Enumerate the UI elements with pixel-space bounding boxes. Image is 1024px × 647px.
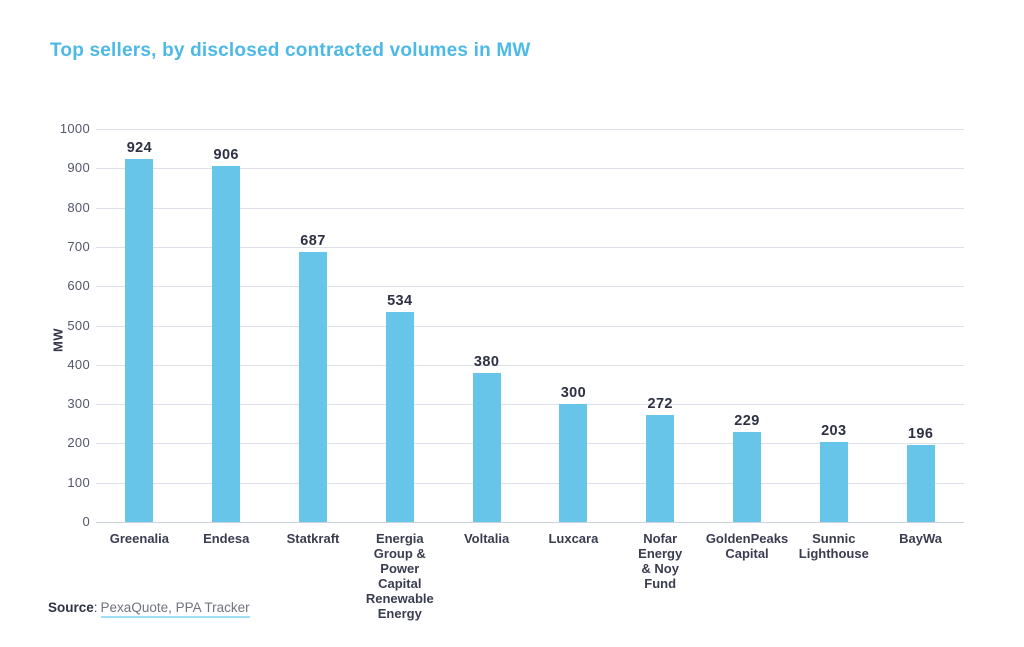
gridline-700 (96, 246, 964, 248)
y-tick-label-0: 0 (82, 514, 90, 529)
category-label: BayWa (899, 531, 943, 546)
x-axis-labels: Greenalia Endesa Statkraft Energia Group & … (96, 531, 964, 631)
category-label: Statkraft (286, 531, 340, 546)
bar (906, 444, 935, 522)
y-tick-label-700: 700 (67, 238, 90, 254)
category-label: Luxcara (548, 531, 599, 546)
bar (819, 442, 848, 522)
gridline-1000 (96, 129, 964, 130)
bar (299, 252, 327, 522)
y-tick-label-500: 500 (67, 317, 90, 333)
bar (646, 415, 675, 522)
bar-value-label: 300 (560, 385, 587, 402)
category-label: Sunnic Lighthouse (798, 531, 869, 561)
gridline-100 (96, 482, 964, 484)
gridline-900 (96, 168, 964, 170)
source-line: Source: PexaQuote, PPA Tracker (48, 600, 250, 618)
y-tick-label-600: 600 (67, 278, 90, 294)
category-label: GoldenPeaks Capital (705, 531, 789, 561)
y-tick-label-900: 900 (67, 160, 90, 176)
y-tick-label-1000: 1000 (59, 121, 90, 136)
category-label: Endesa (203, 531, 250, 546)
bar (212, 165, 241, 522)
y-tick-label-200: 200 (67, 435, 90, 451)
bar-value-label: 196 (907, 425, 934, 442)
bar (125, 158, 154, 522)
bar (559, 404, 588, 522)
y-tick-label-100: 100 (67, 474, 90, 490)
bar-value-label: 229 (734, 413, 760, 430)
category-label: Nofar Energy & Noy Fund (638, 531, 683, 591)
source-label: Source (48, 600, 94, 615)
y-tick-label-400: 400 (67, 356, 90, 372)
bar (733, 432, 761, 522)
bar-value-label: 924 (126, 139, 153, 156)
category-label: Energia Group & Power Capital Renewable … (365, 531, 434, 621)
bar-value-label: 906 (213, 146, 239, 163)
bar (472, 372, 501, 522)
y-tick-label-300: 300 (67, 396, 90, 412)
bar-value-label: 203 (821, 423, 847, 440)
bar-value-label: 380 (473, 353, 500, 370)
gridline-600 (96, 286, 964, 288)
y-axis-ticks: 0 100 200 300 400 500 600 700 800 900 1000 (0, 121, 90, 529)
bar-value-label: 272 (647, 396, 673, 413)
gridline-800 (96, 207, 964, 209)
source-separator: : (93, 600, 98, 615)
source-link[interactable]: PexaQuote, PPA Tracker (100, 600, 250, 618)
gridline-0 (96, 522, 964, 523)
gridline-400 (96, 364, 964, 366)
bar (385, 312, 414, 522)
category-label: Voltalia (463, 531, 510, 546)
bar-value-label: 687 (300, 233, 326, 250)
gridline-200 (96, 443, 964, 445)
category-label: Greenalia (109, 531, 170, 546)
chart-title: Top sellers, by disclosed contracted vol… (50, 40, 531, 61)
bar-value-label: 534 (387, 293, 413, 310)
gridline-500 (96, 325, 964, 327)
gridline-300 (96, 404, 964, 406)
plot-area: 924 906 687 534 380 300 272 229 203 196 (96, 129, 964, 523)
y-tick-label-800: 800 (67, 199, 90, 215)
